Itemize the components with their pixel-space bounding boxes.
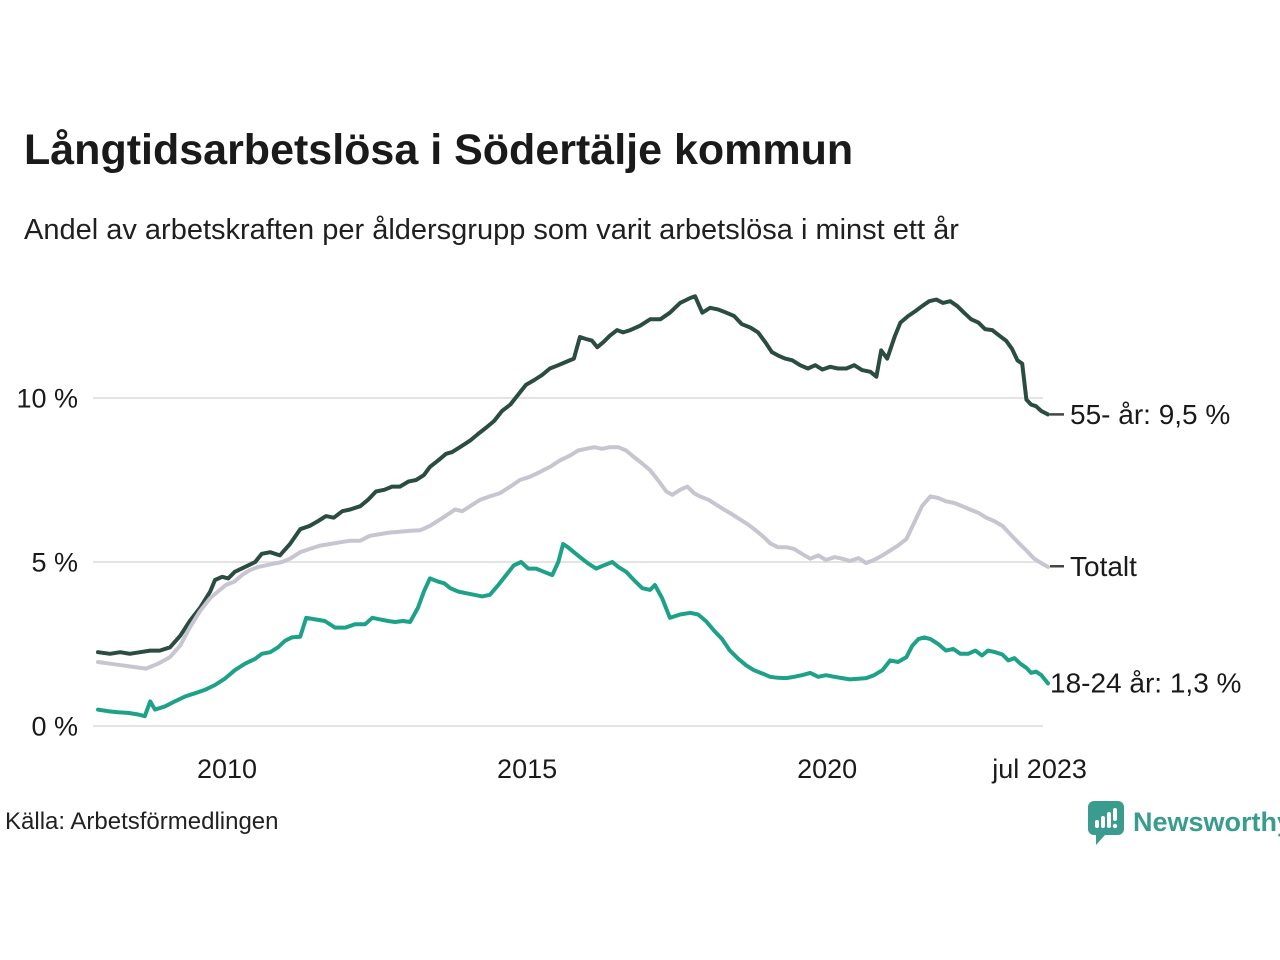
brand-name: Newsworthy [1133,807,1280,837]
series-end-label: Totalt [1070,551,1137,582]
page-subtitle: Andel av arbetskraften per åldersgrupp s… [24,214,959,246]
y-axis-tick-label: 10 % [16,383,78,413]
series-end-label: 55- år: 9,5 % [1070,399,1230,430]
page-title: Långtidsarbetslösa i Södertälje kommun [24,126,854,174]
x-axis-tick-label: jul 2023 [991,754,1087,784]
source-note: Källa: Arbetsförmedlingen [5,808,279,835]
series-end-label: 18-24 år: 1,3 % [1050,668,1241,699]
newsworthy-chart-bubble-icon [1088,801,1124,845]
x-axis-tick-label: 2015 [497,754,557,784]
y-axis-tick-label: 5 % [31,547,78,577]
brand-logo: Newsworthy [1086,799,1280,847]
x-axis-tick-label: 2010 [197,754,257,784]
series-line-age1824 [96,542,1050,719]
series-line-age55 [96,294,1050,656]
x-axis-tick-label: 2020 [797,754,857,784]
series-line-total [96,445,1050,671]
y-axis-tick-label: 0 % [31,711,78,741]
